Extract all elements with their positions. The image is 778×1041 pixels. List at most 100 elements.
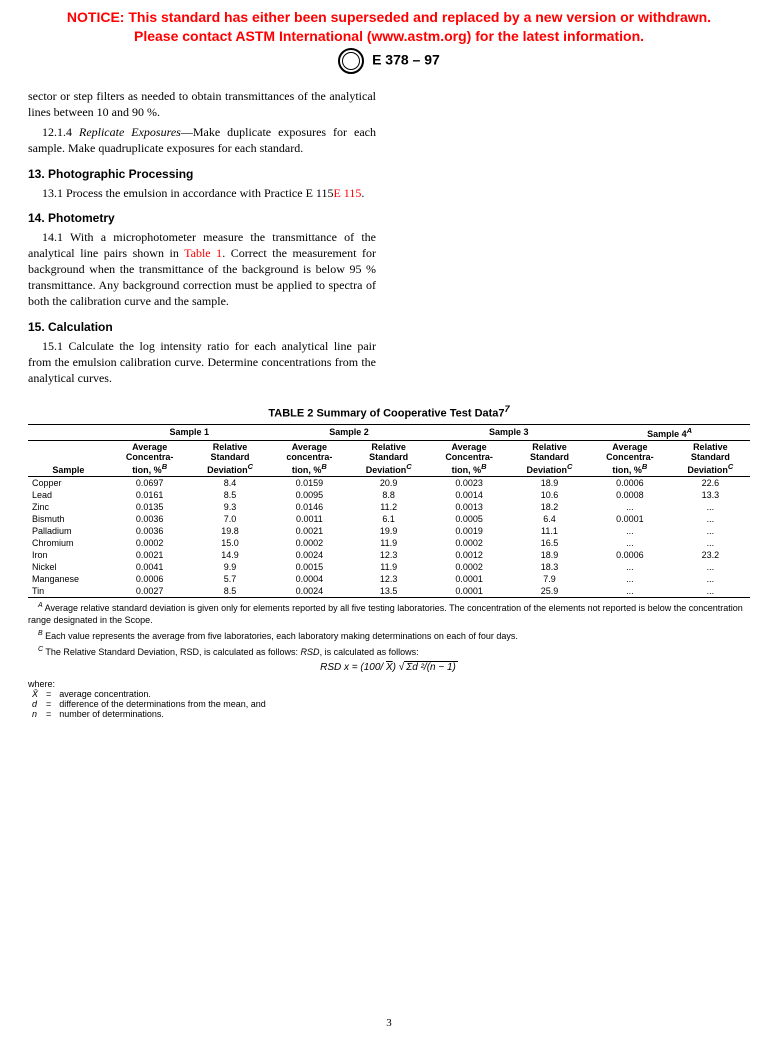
cell-value: 5.7 [190,573,269,585]
cell-value: 14.9 [190,549,269,561]
col-avg: AverageConcentra-tion, %B [428,440,510,476]
cell-value: 8.5 [190,585,269,598]
text-column: sector or step filters as needed to obta… [28,88,376,386]
para-15-1: 15.1 Calculate the log intensity ratio f… [28,338,376,387]
col-rsd: RelativeStandardDeviationC [349,440,428,476]
section-13-head: 13. Photographic Processing [28,167,376,181]
cell-value: 0.0161 [109,489,191,501]
cell-value: 8.4 [190,476,269,489]
cell-value: 19.8 [190,525,269,537]
cell-value: 6.1 [349,513,428,525]
cell-value: 0.0002 [428,537,510,549]
cell-value: ... [671,525,750,537]
cell-value: 11.9 [349,561,428,573]
col-group: Sample 1 [109,424,270,440]
cell-value: ... [671,537,750,549]
cell-value: 0.0021 [109,549,191,561]
col-group: Sample 3 [428,424,589,440]
link-e115[interactable]: E 115 [333,186,361,200]
table-row: Iron0.002114.90.002412.30.001218.90.0006… [28,549,750,561]
footnote-A: A Average relative standard deviation is… [28,601,750,626]
cell-value: 13.5 [349,585,428,598]
cell-value: 9.3 [190,501,269,513]
cell-value: 0.0011 [270,513,349,525]
cell-value: 0.0008 [589,489,671,501]
col-group: Sample 4A [589,424,750,440]
cell-element: Chromium [28,537,109,549]
col-sample: Sample [28,440,109,476]
table-row: Copper0.06978.40.015920.90.002318.90.000… [28,476,750,489]
where-symbol: n [28,709,42,719]
cell-value: 18.9 [510,476,589,489]
cell-value: 15.0 [190,537,269,549]
cell-value: 0.0024 [270,585,349,598]
cell-value: 0.0014 [428,489,510,501]
page: NOTICE: This standard has either been su… [0,0,778,1041]
table-row: Manganese0.00065.70.000412.30.00017.9...… [28,573,750,585]
cell-value: 0.0019 [428,525,510,537]
table-2-title: TABLE 2 Summary of Cooperative Test Data… [28,404,750,420]
cell-value: 0.0004 [270,573,349,585]
designation: E 378 – 97 [372,51,440,67]
link-table-1[interactable]: Table 1 [184,246,222,260]
astm-logo-icon [338,48,364,74]
para-number: 12.1.4 [42,125,72,139]
col-rsd: RelativeStandardDeviationC [671,440,750,476]
col-group-sup: A [687,426,692,435]
cell-value: 22.6 [671,476,750,489]
where-label: where: [28,679,750,689]
cell-value: ... [589,585,671,598]
cell-element: Lead [28,489,109,501]
col-rsd: RelativeStandardDeviationC [190,440,269,476]
cell-value: ... [671,585,750,598]
col-avg: AverageConcentra-tion, %B [109,440,191,476]
cell-value: 0.0027 [109,585,191,598]
cell-value: 9.9 [190,561,269,573]
cell-value: 0.0146 [270,501,349,513]
cell-element: Tin [28,585,109,598]
para-text: . [361,186,364,200]
where-eq: = [42,699,55,709]
cell-value: ... [671,573,750,585]
where-definitions: X̄=average concentration.d=difference of… [28,689,270,719]
section-15-head: 15. Calculation [28,320,376,334]
cell-element: Palladium [28,525,109,537]
para-subtitle: Replicate Exposures [79,125,181,139]
cell-value: 23.2 [671,549,750,561]
cell-value: 18.9 [510,549,589,561]
cell-value: 7.0 [190,513,269,525]
cell-value: 20.9 [349,476,428,489]
table-row: Zinc0.01359.30.014611.20.001318.2...... [28,501,750,513]
cell-value: ... [671,561,750,573]
footnote-C: C The Relative Standard Deviation, RSD, … [28,645,750,658]
cell-value: 0.0005 [428,513,510,525]
notice-line-2: Please contact ASTM International (www.a… [134,28,644,44]
cell-value: ... [589,525,671,537]
notice-line-1: NOTICE: This standard has either been su… [67,9,711,25]
para-13-1: 13.1 Process the emulsion in accordance … [28,185,376,201]
cell-element: Iron [28,549,109,561]
where-row: X̄=average concentration. [28,689,270,699]
document-header: E 378 – 97 [28,48,750,74]
cell-value: 0.0006 [589,549,671,561]
cell-value: 16.5 [510,537,589,549]
where-symbol: X̄ [28,689,42,699]
table-row: Palladium0.003619.80.002119.90.001911.1.… [28,525,750,537]
where-def: difference of the determinations from th… [55,699,269,709]
table-2: Sample 1 Sample 2 Sample 3 Sample 4A Sam… [28,424,750,598]
cell-value: 19.9 [349,525,428,537]
table-row: Chromium0.000215.00.000211.90.000216.5..… [28,537,750,549]
cell-value: 0.0021 [270,525,349,537]
cell-value: 0.0002 [109,537,191,549]
table-title-sup: 7 [505,404,510,414]
cell-value: 0.0002 [270,537,349,549]
cell-value: ... [589,573,671,585]
cell-value: 0.0041 [109,561,191,573]
cell-value: 18.2 [510,501,589,513]
cell-value: 11.2 [349,501,428,513]
section-14-head: 14. Photometry [28,211,376,225]
cell-element: Zinc [28,501,109,513]
cell-element: Bismuth [28,513,109,525]
cell-value: 8.5 [190,489,269,501]
cell-value: 0.0024 [270,549,349,561]
